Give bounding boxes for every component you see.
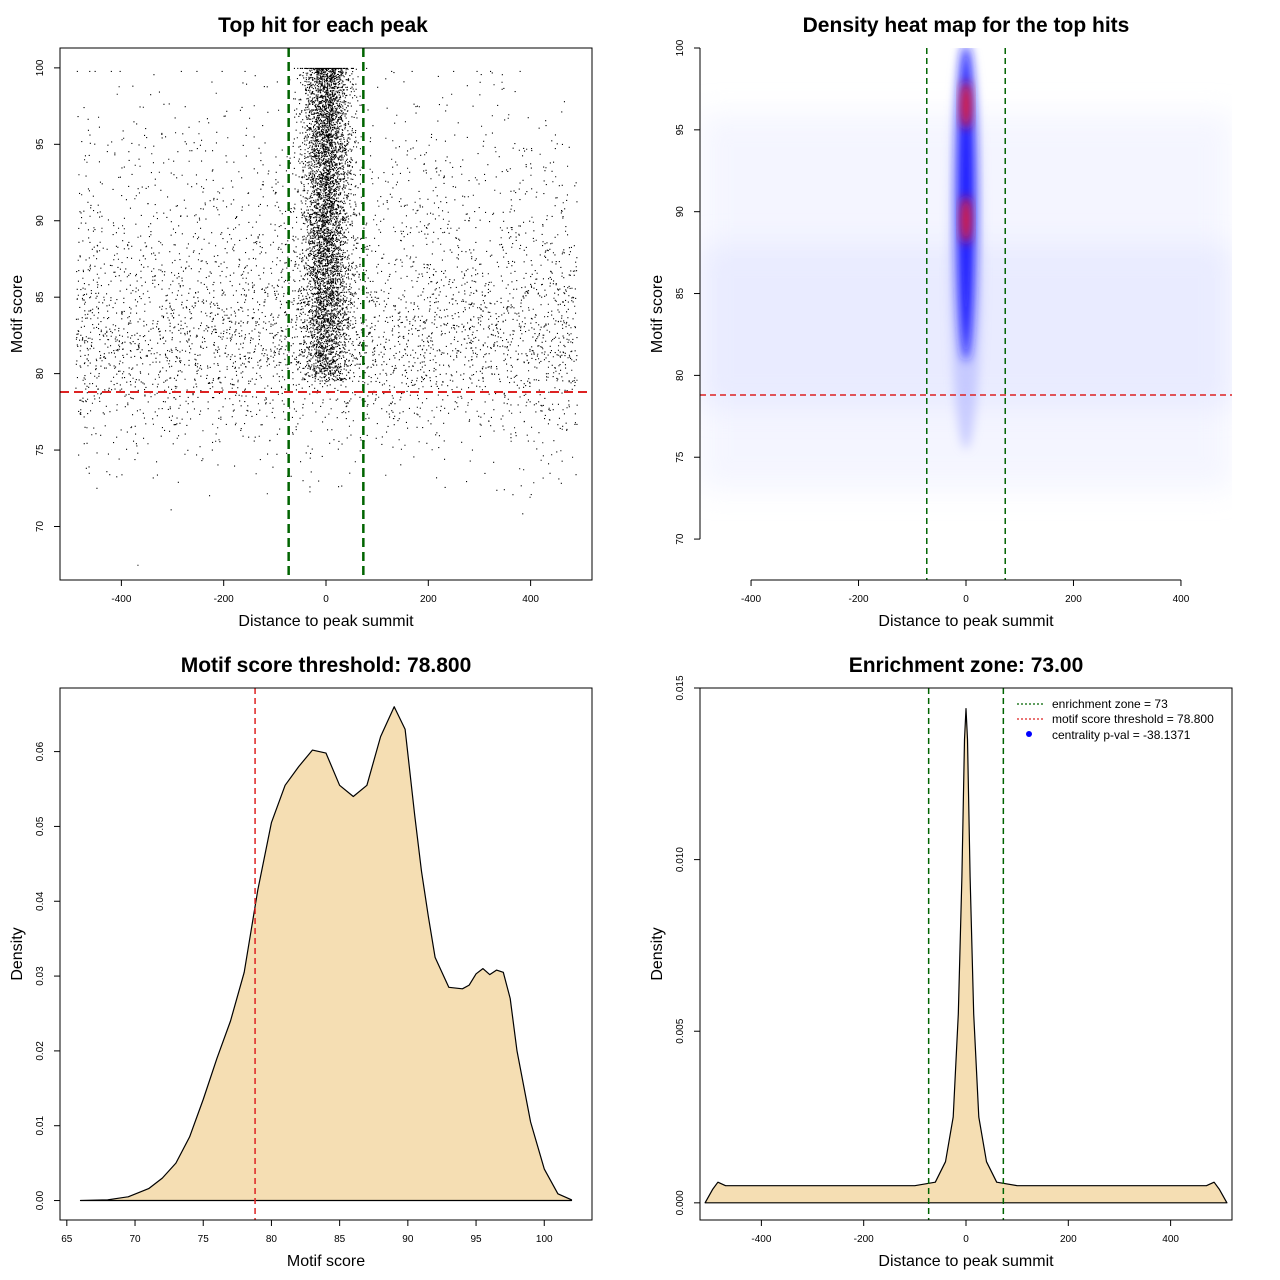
x-tick-label: 0	[323, 594, 329, 605]
y-tick-label: 0.015	[675, 675, 686, 700]
y-tick-label: 0.005	[675, 1018, 686, 1043]
x-tick-label: 200	[1065, 594, 1082, 605]
enrichment-x-label: Distance to peak summit	[878, 1253, 1054, 1270]
legend-label-motif-threshold: motif score threshold = 78.800	[1052, 712, 1214, 726]
x-tick-label: 400	[1162, 1234, 1179, 1245]
y-tick-label: 0.06	[35, 741, 46, 761]
x-tick-label: 200	[1060, 1234, 1077, 1245]
y-tick-label: 90	[35, 215, 46, 227]
score-density-area	[79, 706, 573, 1202]
y-tick-label: 0.05	[35, 816, 46, 836]
scatter-point-cloud	[75, 67, 578, 566]
x-tick-label: -200	[849, 594, 869, 605]
scatter-panel: Top hit for each peak -400 -200 0 200 400 70 7…	[9, 14, 593, 630]
density-curve	[79, 706, 573, 1202]
enrichment-axes: -400 -200 0 200 400 0.000 0.005 0.010 0.015	[675, 675, 1179, 1245]
heatmap-hotspot	[961, 195, 971, 244]
y-tick-label: 80	[675, 369, 686, 381]
x-tick-label: 80	[266, 1234, 278, 1245]
y-tick-label: 0.000	[675, 1190, 686, 1215]
x-tick-label: 75	[198, 1234, 210, 1245]
enrichment-legend: enrichment zone = 73 motif score thresho…	[1017, 697, 1214, 742]
x-tick-label: 90	[402, 1234, 414, 1245]
y-tick-label: 0.010	[675, 847, 686, 872]
heatmap-x-label: Distance to peak summit	[878, 613, 1054, 630]
legend-label-centrality: centrality p-val = -38.1371	[1052, 728, 1191, 742]
scatter-x-label: Distance to peak summit	[238, 613, 414, 630]
score-density-x-label: Motif score	[287, 1253, 365, 1270]
y-tick-label: 75	[35, 444, 46, 456]
legend-label-enrichment-zone: enrichment zone = 73	[1052, 697, 1168, 711]
enrichment-density-area	[704, 708, 1228, 1204]
scatter-axes: -400 -200 0 200 400 70 75 80 85 90 95 100	[35, 59, 539, 605]
scatter-plot-frame	[59, 47, 593, 581]
heatmap-hotspot	[961, 81, 971, 130]
y-tick-label: 0.02	[35, 1041, 46, 1061]
y-tick-label: 70	[675, 533, 686, 545]
x-tick-label: 400	[522, 594, 539, 605]
density-curve	[704, 708, 1228, 1204]
score-density-axes: 65 70 75 80 85 90 95 100 0.00 0.01 0.02 0.03 0.04 0.0…	[35, 741, 553, 1245]
y-tick-label: 100	[675, 39, 686, 56]
x-tick-label: -400	[751, 1234, 771, 1245]
heatmap-title: Density heat map for the top hits	[803, 14, 1130, 37]
heatmap-axes: -400 -200 0 200 400 70 75 80 85 90 95 100	[675, 39, 1190, 605]
enrichment-y-label: Density	[649, 927, 666, 980]
x-tick-label: 70	[129, 1234, 141, 1245]
score-density-panel: Motif score threshold: 78.800 65 70 75 80 85…	[9, 654, 593, 1270]
x-tick-label: 0	[963, 1234, 969, 1245]
heatmap-y-label: Motif score	[649, 275, 666, 353]
x-tick-label: -400	[111, 594, 131, 605]
x-tick-label: 65	[61, 1234, 73, 1245]
legend-key-centrality	[1026, 731, 1032, 737]
y-tick-label: 90	[675, 206, 686, 218]
y-tick-label: 0.01	[35, 1116, 46, 1136]
y-tick-label: 75	[675, 451, 686, 463]
y-tick-label: 95	[675, 124, 686, 136]
x-tick-label: 85	[334, 1234, 346, 1245]
x-tick-label: 0	[963, 594, 969, 605]
x-tick-label: -200	[214, 594, 234, 605]
y-tick-label: 85	[675, 288, 686, 300]
x-tick-label: 100	[536, 1234, 553, 1245]
enrichment-title: Enrichment zone: 73.00	[849, 654, 1084, 677]
x-tick-label: -400	[741, 594, 761, 605]
y-tick-label: 0.00	[35, 1190, 46, 1210]
enrichment-panel: Enrichment zone: 73.00 -400 -200 0 200 400 0.…	[649, 654, 1233, 1270]
score-density-y-label: Density	[9, 927, 26, 980]
y-tick-label: 0.04	[35, 891, 46, 911]
heatmap-density	[700, 48, 1232, 490]
score-density-title: Motif score threshold: 78.800	[181, 654, 472, 677]
x-tick-label: 200	[420, 594, 437, 605]
x-tick-label: 400	[1173, 594, 1190, 605]
y-tick-label: 100	[35, 59, 46, 76]
scatter-points	[75, 67, 578, 566]
x-tick-label: -200	[854, 1234, 874, 1245]
y-tick-label: 0.03	[35, 966, 46, 986]
y-tick-label: 85	[35, 291, 46, 303]
y-tick-label: 80	[35, 368, 46, 380]
scatter-y-label: Motif score	[9, 275, 26, 353]
heatmap-reference-lines	[700, 48, 1232, 580]
scatter-reference-lines	[60, 48, 592, 580]
y-tick-label: 70	[35, 520, 46, 532]
enrichment-zone-lines	[927, 688, 1005, 1220]
x-tick-label: 95	[470, 1234, 482, 1245]
scatter-title: Top hit for each peak	[218, 14, 428, 37]
heatmap-panel: Density heat map for the top hits -400 -2…	[649, 14, 1232, 630]
y-tick-label: 95	[35, 138, 46, 150]
